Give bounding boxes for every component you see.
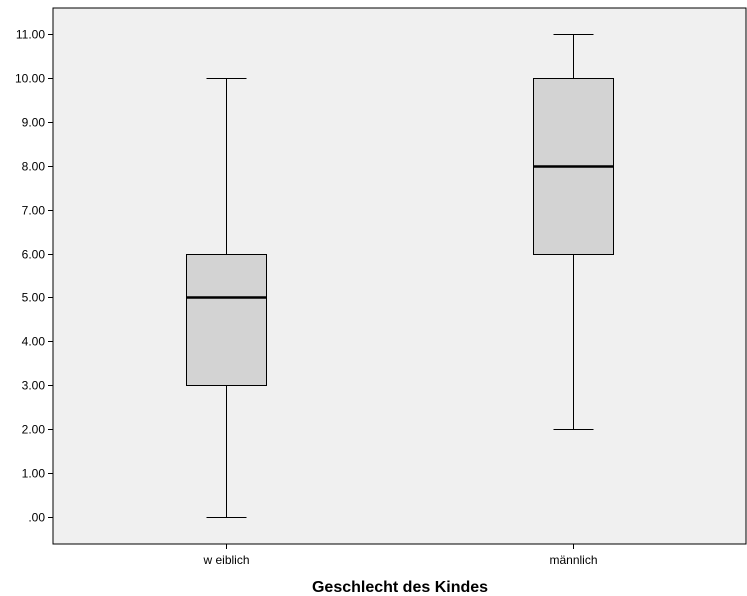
- iqr-box: [186, 254, 267, 386]
- box-2: [533, 34, 614, 430]
- plot-area: [52, 7, 747, 545]
- y-axis: .00 1.00 2.00 3.00 4.00 5.00 6.00 7.00 8.00 9.00 1…: [15, 28, 53, 525]
- y-tick-label: 3.00: [22, 379, 46, 393]
- x-tick-label: männlich: [549, 553, 597, 567]
- box-series: [186, 34, 614, 518]
- box-1: [186, 78, 267, 518]
- y-tick-label: 6.00: [22, 248, 46, 262]
- x-axis: w eiblich männlich: [202, 544, 598, 567]
- y-tick-label: 11.00: [16, 28, 45, 42]
- x-axis-title: Geschlecht des Kindes: [312, 579, 488, 596]
- y-tick-label: 2.00: [22, 423, 46, 437]
- y-tick-label: 10.00: [15, 72, 45, 86]
- y-tick-label: .00: [28, 511, 45, 525]
- x-tick-label: w eiblich: [202, 553, 249, 567]
- y-tick-label: 7.00: [22, 204, 46, 218]
- y-tick-label: 8.00: [22, 160, 46, 174]
- y-tick-label: 9.00: [22, 116, 46, 130]
- y-tick-label: 5.00: [22, 291, 46, 305]
- y-tick-label: 4.00: [22, 335, 46, 349]
- y-tick-label: 1.00: [22, 467, 46, 481]
